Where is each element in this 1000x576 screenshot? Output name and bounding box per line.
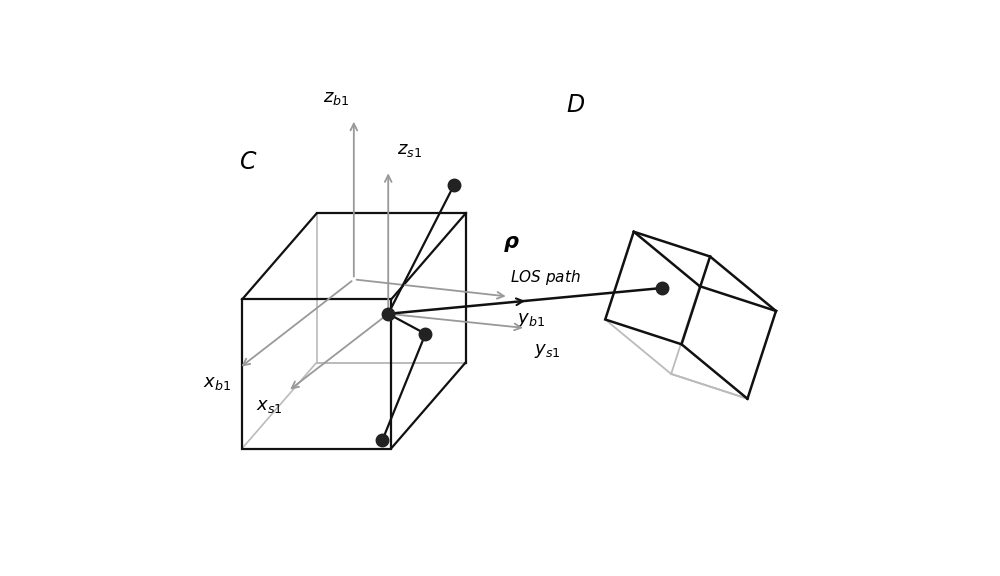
Text: $D$: $D$ xyxy=(566,93,585,116)
Text: $x_{b1}$: $x_{b1}$ xyxy=(203,374,231,392)
Text: $LOS\ path$: $LOS\ path$ xyxy=(510,268,581,287)
Text: $y_{s1}$: $y_{s1}$ xyxy=(534,343,561,361)
Text: $y_{b1}$: $y_{b1}$ xyxy=(517,311,545,329)
Text: $z_{b1}$: $z_{b1}$ xyxy=(323,89,350,108)
Text: $C$: $C$ xyxy=(239,150,258,174)
Text: $x_{s1}$: $x_{s1}$ xyxy=(256,397,282,415)
Text: $\boldsymbol{\rho}$: $\boldsymbol{\rho}$ xyxy=(503,234,519,253)
Text: $z_{s1}$: $z_{s1}$ xyxy=(397,141,422,159)
